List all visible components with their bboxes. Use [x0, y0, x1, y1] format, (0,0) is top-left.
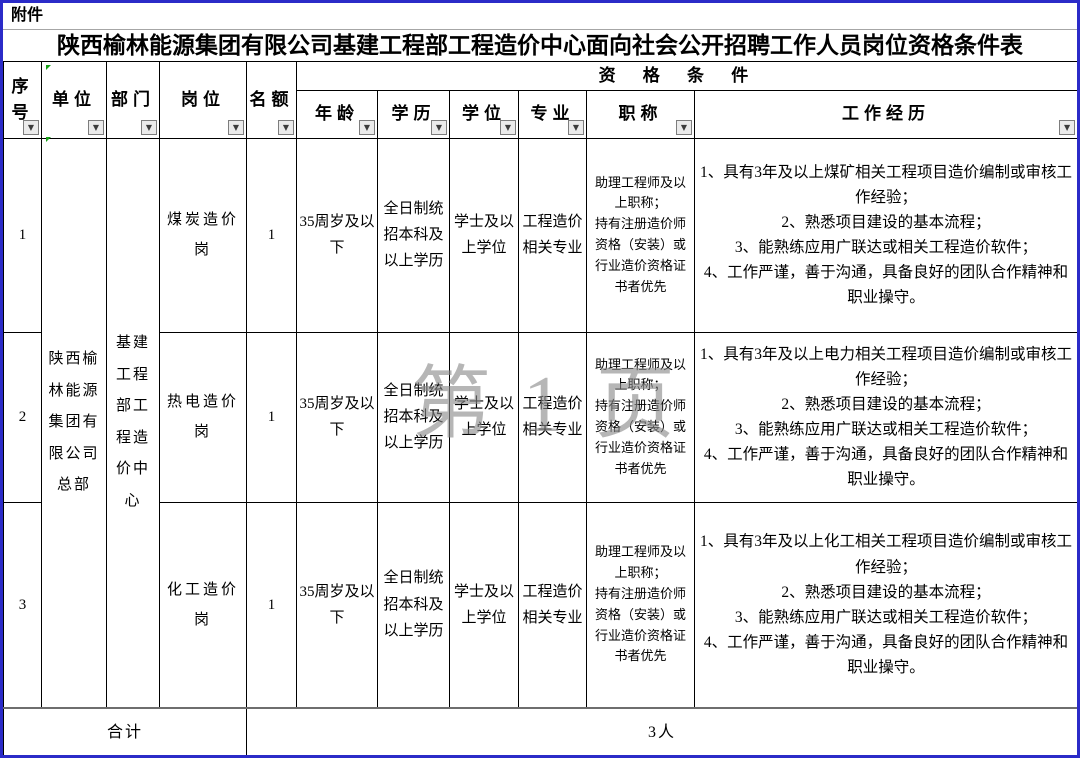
table-row: 1 陕西榆林能源集团有限公司总部 基建工程部工程造价中心 煤炭造价岗 1 35周… [3, 137, 1077, 709]
filter-dropdown-icon[interactable]: ▼ [676, 119, 692, 135]
cell-unit-merged: 陕西榆林能源集团有限公司总部 [41, 137, 107, 709]
cell-degree: 学士及以上学位 [449, 137, 519, 333]
total-row: 合计 3人 [3, 707, 1077, 755]
cell-professional-title: 助理工程师及以上职称； 持有注册造价师资格（安装）或行业造价资格证书者优先 [586, 501, 695, 709]
cell-major: 工程造价相关专业 [518, 501, 587, 709]
attachment-label: 附件 [3, 3, 1077, 30]
col-header-work-experience-label: 工作经历 [842, 104, 931, 124]
group-header-qualifications: 资格条件 [295, 61, 1077, 91]
col-header-professional-title-label: 职称 [618, 104, 663, 124]
col-header-unit: 单位 ▼ [41, 61, 107, 139]
cell-age: 35周岁及以下 [296, 137, 378, 333]
table-row: 3 化工造价岗 1 35周岁及以下 全日制统招本科及以上学历 学士及以上学位 工… [3, 501, 1077, 709]
table-row: 2 热电造价岗 1 35周岁及以下 全日制统招本科及以上学历 学士及以上学位 工… [3, 331, 1077, 503]
col-header-education-label: 学历 [391, 104, 436, 124]
cell-education: 全日制统招本科及以上学历 [377, 137, 450, 333]
cell-post: 化工造价岗 [159, 501, 247, 709]
cell-degree: 学士及以上学位 [449, 501, 519, 709]
col-header-seq-label: 序号 [11, 77, 34, 122]
cell-seq: 1 [3, 137, 42, 333]
filter-dropdown-icon[interactable]: ▼ [23, 119, 39, 135]
col-header-work-experience: 工作经历 ▼ [693, 89, 1077, 139]
col-header-professional-title: 职称 ▼ [586, 89, 695, 139]
cell-seq: 3 [3, 501, 42, 709]
col-header-degree: 学位 ▼ [449, 89, 519, 139]
cell-work-experience: 1、具有3年及以上电力相关工程项目造价编制或审核工作经验； 2、熟悉项目建设的基… [693, 331, 1077, 503]
filter-dropdown-icon[interactable]: ▼ [500, 119, 516, 135]
col-header-age: 年龄 ▼ [296, 89, 378, 139]
col-header-education: 学历 ▼ [377, 89, 450, 139]
filter-dropdown-icon[interactable]: ▼ [278, 119, 294, 135]
col-header-dept-label: 部门 [111, 90, 155, 109]
col-header-quota: 名额 ▼ [246, 61, 297, 139]
cell-quota: 1 [246, 501, 297, 709]
cell-professional-title: 助理工程师及以上职称； 持有注册造价师资格（安装）或行业造价资格证书者优先 [586, 331, 695, 503]
filter-dropdown-icon[interactable]: ▼ [431, 119, 447, 135]
cell-post: 热电造价岗 [159, 331, 247, 503]
filter-dropdown-icon[interactable]: ▼ [88, 119, 104, 135]
green-corner-marker [46, 137, 51, 142]
col-header-post-label: 岗位 [181, 90, 225, 109]
col-header-degree-label: 学位 [462, 104, 506, 124]
cell-education: 全日制统招本科及以上学历 [377, 331, 450, 503]
filter-dropdown-icon[interactable]: ▼ [568, 119, 584, 135]
col-header-unit-label: 单位 [52, 90, 96, 109]
recruitment-table: 序号 ▼ 单位 ▼ 部门 ▼ 岗位 ▼ 名额 ▼ 资格条件 年龄 [3, 61, 1077, 755]
cell-post: 煤炭造价岗 [159, 137, 247, 333]
filter-dropdown-icon[interactable]: ▼ [228, 119, 244, 135]
cell-seq: 2 [3, 331, 42, 503]
cell-dept-merged: 基建工程部工程造价中心 [106, 137, 160, 709]
filter-dropdown-icon[interactable]: ▼ [141, 119, 157, 135]
cell-age: 35周岁及以下 [296, 501, 378, 709]
filter-dropdown-icon[interactable]: ▼ [359, 119, 375, 135]
col-header-major: 专业 ▼ [518, 89, 587, 139]
cell-major: 工程造价相关专业 [518, 137, 587, 333]
col-header-post: 岗位 ▼ [159, 61, 247, 139]
col-header-major-label: 专业 [530, 104, 575, 124]
green-corner-marker [46, 65, 51, 70]
cell-degree: 学士及以上学位 [449, 331, 519, 503]
total-label: 合计 [3, 707, 247, 755]
filter-dropdown-icon[interactable]: ▼ [1059, 119, 1076, 135]
col-header-age-label: 年龄 [315, 104, 359, 124]
col-header-seq: 序号 ▼ [3, 61, 42, 139]
cell-professional-title: 助理工程师及以上职称； 持有注册造价师资格（安装）或行业造价资格证书者优先 [586, 137, 695, 333]
cell-work-experience: 1、具有3年及以上化工相关工程项目造价编制或审核工作经验； 2、熟悉项目建设的基… [693, 501, 1077, 709]
cell-major: 工程造价相关专业 [518, 331, 587, 503]
cell-quota: 1 [246, 331, 297, 503]
cell-age: 35周岁及以下 [296, 331, 378, 503]
col-header-quota-label: 名额 [249, 90, 294, 109]
cell-work-experience: 1、具有3年及以上煤矿相关工程项目造价编制或审核工作经验； 2、熟悉项目建设的基… [693, 137, 1077, 333]
page-title: 陕西榆林能源集团有限公司基建工程部工程造价中心面向社会公开招聘工作人员岗位资格条… [57, 33, 1023, 58]
cell-quota: 1 [246, 137, 297, 333]
cell-education: 全日制统招本科及以上学历 [377, 501, 450, 709]
total-value: 3人 [245, 707, 1077, 755]
col-header-dept: 部门 ▼ [106, 61, 160, 139]
